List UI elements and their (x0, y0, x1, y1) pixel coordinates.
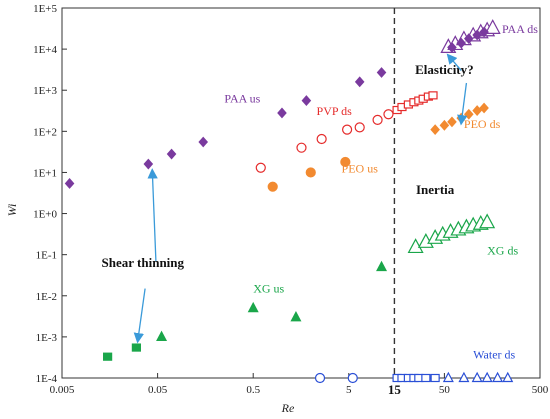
annotation-arrow (457, 82, 468, 126)
plot-frame (61, 7, 541, 379)
data-point (340, 156, 351, 168)
series-xg-us (156, 260, 388, 341)
data-point (447, 116, 457, 128)
data-point (296, 142, 307, 153)
data-point (481, 371, 493, 383)
series-water-ds (314, 372, 358, 384)
data-point (458, 371, 470, 383)
data-point (471, 371, 483, 383)
series-water-ds-triangles (442, 371, 514, 383)
y-tick-label: 1E+2 (33, 126, 57, 138)
series-label: XG ds (487, 244, 518, 258)
data-point (456, 37, 467, 49)
annotations: Shear thinning Elasticity? Inertia (102, 53, 474, 344)
annotation-arrow (133, 288, 146, 344)
data-point (479, 102, 489, 114)
series-label: XG us (253, 282, 284, 296)
data-point (277, 107, 287, 119)
annotation-label: Shear thinning (102, 255, 185, 270)
critical-re-label: 15 (388, 382, 402, 397)
annotation-arrow (446, 53, 462, 72)
series-water-ds-squares (392, 373, 440, 383)
x-axis-title: Re (281, 401, 295, 415)
data-point (492, 371, 504, 383)
y-tick-label: 1E-4 (36, 373, 58, 385)
data-point (464, 33, 474, 45)
series-label: PAA us (224, 92, 260, 106)
series-pvp-ds (255, 109, 394, 173)
data-point (143, 158, 154, 170)
series-label: Water ds (473, 347, 515, 361)
data-point (472, 105, 482, 116)
series-label: PVP ds (317, 104, 353, 118)
data-point (347, 372, 358, 384)
data-point (103, 352, 113, 361)
data-point (479, 26, 489, 38)
data-point (267, 181, 278, 192)
data-point (372, 114, 383, 125)
data-point (342, 124, 353, 135)
y-tick-label: 1E+1 (33, 167, 57, 179)
x-tick-label: 50 (439, 384, 451, 396)
series-label: PEO ds (464, 117, 501, 131)
annotation-arrow (147, 168, 158, 262)
data-point (354, 76, 365, 88)
data-point (290, 310, 302, 322)
x-tick-label: 0.005 (50, 384, 75, 396)
series-label: PAA ds (502, 22, 538, 36)
series-label: PEO us (342, 161, 379, 175)
data-point (472, 29, 482, 41)
series-paa-us (64, 67, 387, 189)
annotation-label: Elasticity? (415, 62, 474, 77)
data-point (247, 301, 259, 313)
axes: 0.005 0.05 0.5 5 50 500 1E-4 1E-3 1E-2 1E-1 1E+0 1E… (33, 3, 549, 397)
annotation-label: Inertia (416, 182, 455, 197)
data-point (166, 148, 177, 160)
data-point (428, 91, 438, 100)
data-point (376, 67, 387, 78)
data-point (316, 133, 327, 145)
series-peo-us (267, 156, 351, 192)
data-point (383, 109, 394, 120)
data-point (484, 19, 501, 34)
data-point (64, 178, 75, 189)
data-point (421, 373, 431, 383)
data-point (502, 371, 514, 383)
data-point (430, 124, 440, 136)
data-point (479, 213, 496, 229)
series-xg-ds (407, 213, 496, 254)
y-tick-label: 1E-1 (36, 250, 57, 262)
data-point (439, 119, 450, 131)
series-pvp-ds-squares (392, 91, 438, 115)
y-tick-label: 1E+3 (33, 85, 57, 97)
data-point (430, 373, 440, 383)
y-tick-label: 1E-2 (36, 291, 57, 303)
y-tick-label: 1E+0 (33, 209, 57, 221)
data-point (442, 371, 454, 383)
data-point (301, 95, 312, 106)
y-tick-label: 1E+4 (33, 44, 57, 56)
data-point (447, 42, 457, 53)
data-point (156, 330, 168, 341)
series-paa-ds-filled (447, 26, 489, 53)
y-tick-label: 1E-3 (36, 332, 58, 344)
x-tick-label: 5 (346, 384, 352, 396)
data-point (131, 343, 141, 352)
data-point (314, 372, 326, 384)
x-tick-label: 0.05 (148, 384, 168, 396)
series-xg-squares (103, 343, 141, 361)
x-tick-label: 0.5 (246, 384, 260, 396)
x-tick-label: 500 (532, 384, 549, 396)
data-point (376, 260, 388, 272)
y-axis-title: Wi (5, 204, 19, 217)
data-point (354, 122, 365, 133)
y-tick-label: 1E+5 (33, 3, 57, 15)
data-point (305, 167, 316, 178)
series-labels: PAA ds PAA us PVP ds PEO ds PEO us XG us XG ds… (224, 22, 538, 362)
data-point (255, 162, 266, 173)
data-point (198, 136, 209, 148)
